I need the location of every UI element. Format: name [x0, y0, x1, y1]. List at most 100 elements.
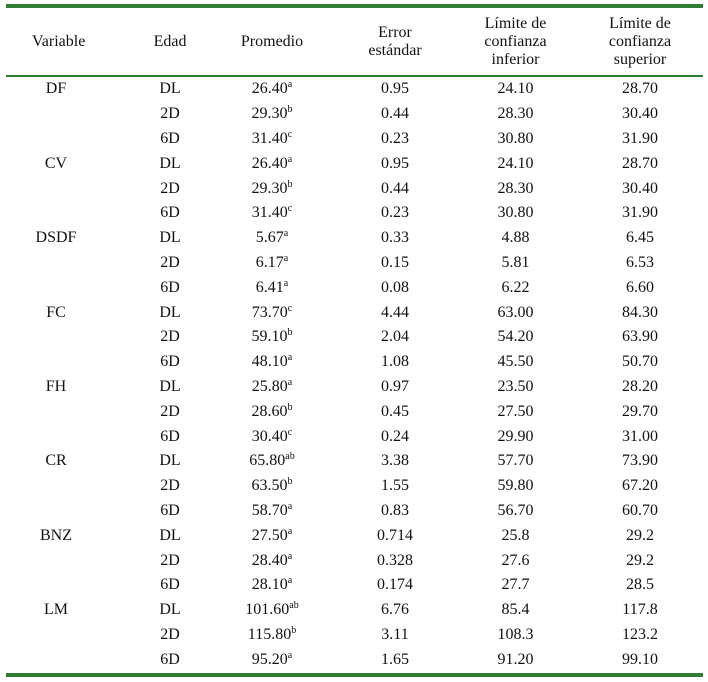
cell-limite-inferior: 45.50: [497, 353, 534, 371]
table-body: DF DL 26.40a 0.95 24.10 28.70 2D 29.30b 0.44 28.3…: [6, 77, 703, 672]
cell-variable: [6, 275, 132, 300]
cell-limite-superior: 63.90: [622, 328, 658, 346]
cell-error-estandar: 0.97: [381, 377, 409, 395]
significance-letter: a: [287, 500, 293, 512]
cell-variable: [6, 647, 132, 672]
cell-limite-inferior: 30.80: [497, 129, 534, 147]
variable-label: FC: [46, 303, 66, 321]
cell-edad: 6D: [160, 650, 180, 668]
variable-label: DF: [45, 80, 67, 98]
cell-edad: 2D: [160, 253, 180, 271]
significance-letter: a: [287, 550, 293, 562]
cell-limite-superior: 29.2: [626, 526, 654, 544]
cell-edad: DL: [159, 229, 181, 247]
table-row: 2D 29.30b 0.44 28.30 30.40: [6, 102, 703, 127]
table-row: 6D 31.40c 0.23 30.80 31.90: [6, 127, 703, 152]
significance-letter: a: [287, 153, 293, 165]
cell-variable: [6, 573, 132, 598]
cell-limite-inferior: 4.88: [501, 229, 530, 247]
cell-edad: 2D: [160, 625, 180, 643]
cell-edad: 6D: [160, 353, 180, 371]
cell-promedio: 29.30b: [208, 176, 336, 201]
cell-promedio: 6.41a: [208, 275, 336, 300]
cell-promedio: 29.30b: [208, 102, 336, 127]
cell-edad: 2D: [160, 105, 180, 123]
mean-value: 28.60: [251, 402, 288, 420]
header-limite-superior: Límite de confianza superior: [608, 14, 672, 68]
mean-value: 29.30: [251, 105, 288, 123]
table-row: DF DL 26.40a 0.95 24.10 28.70: [6, 77, 703, 102]
cell-variable: [6, 350, 132, 375]
cell-error-estandar: 0.328: [377, 551, 413, 569]
cell-variable: FH: [6, 375, 132, 400]
mean-value: 28.40: [251, 551, 288, 569]
table-row: 2D 63.50b 1.55 59.80 67.20: [6, 474, 703, 499]
cell-limite-superior: 30.40: [622, 105, 658, 123]
cell-limite-superior: 67.20: [622, 477, 658, 495]
cell-promedio: 26.40a: [208, 151, 336, 176]
cell-variable: [6, 251, 132, 276]
mean-value: 25.80: [251, 377, 288, 395]
table-row: FC DL 73.70c 4.44 63.00 84.30: [6, 300, 703, 325]
cell-variable: [6, 424, 132, 449]
cell-limite-superior: 31.90: [622, 204, 658, 222]
significance-letter: c: [287, 128, 293, 140]
table-row: 2D 29.30b 0.44 28.30 30.40: [6, 176, 703, 201]
cell-variable: [6, 474, 132, 499]
header-limite-inferior: Límite de confianza inferior: [484, 14, 547, 68]
cell-error-estandar: 0.08: [381, 278, 409, 296]
cell-edad: 6D: [160, 129, 180, 147]
header-variable: Variable: [32, 32, 86, 50]
significance-letter: b: [287, 104, 293, 116]
cell-error-estandar: 1.55: [381, 477, 409, 495]
cell-variable: FC: [6, 300, 132, 325]
table-row: 2D 28.60b 0.45 27.50 29.70: [6, 399, 703, 424]
cell-edad: 2D: [160, 402, 180, 420]
significance-letter: b: [291, 624, 297, 636]
mean-value: 28.10: [251, 576, 288, 594]
table-row: LM DL 101.60ab 6.76 85.4 117.8: [6, 598, 703, 623]
header-error-estandar: Error estándar: [368, 23, 422, 59]
mean-value: 6.41: [255, 278, 284, 296]
cell-error-estandar: 0.95: [381, 154, 409, 172]
cell-promedio: 28.40a: [208, 548, 336, 573]
cell-variable: [6, 102, 132, 127]
significance-letter: a: [287, 649, 293, 661]
cell-limite-inferior: 24.10: [497, 80, 534, 98]
variable-label: LM: [44, 601, 68, 619]
table-row: 2D 115.80b 3.11 108.3 123.2: [6, 623, 703, 648]
table-row: CR DL 65.80ab 3.38 57.70 73.90: [6, 449, 703, 474]
cell-limite-superior: 84.30: [622, 303, 658, 321]
cell-limite-superior: 123.2: [622, 625, 658, 643]
variable-label: BNZ: [40, 526, 72, 544]
table-row: 2D 6.17a 0.15 5.81 6.53: [6, 251, 703, 276]
cell-promedio: 73.70c: [208, 300, 336, 325]
table-row: 6D 31.40c 0.23 30.80 31.90: [6, 201, 703, 226]
cell-limite-inferior: 24.10: [497, 154, 534, 172]
cell-limite-inferior: 85.4: [501, 601, 530, 619]
table-row: 6D 28.10a 0.174 27.7 28.5: [6, 573, 703, 598]
cell-limite-superior: 99.10: [622, 650, 658, 668]
table-row: 6D 95.20a 1.65 91.20 99.10: [6, 647, 703, 672]
cell-limite-superior: 30.40: [622, 179, 658, 197]
cell-limite-superior: 28.70: [622, 80, 658, 98]
cell-variable: [6, 127, 132, 152]
mean-value: 73.70: [251, 303, 288, 321]
cell-limite-inferior: 108.3: [497, 625, 534, 643]
table-row: 2D 59.10b 2.04 54.20 63.90: [6, 325, 703, 350]
cell-promedio: 5.67a: [208, 226, 336, 251]
cell-limite-inferior: 27.50: [497, 402, 534, 420]
cell-edad: 6D: [160, 501, 180, 519]
mean-value: 48.10: [251, 353, 288, 371]
cell-limite-inferior: 54.20: [497, 328, 534, 346]
mean-value: 26.40: [251, 80, 288, 98]
table-row: 6D 30.40c 0.24 29.90 31.00: [6, 424, 703, 449]
cell-error-estandar: 1.65: [381, 650, 409, 668]
cell-edad: DL: [159, 601, 181, 619]
cell-limite-inferior: 25.8: [501, 526, 530, 544]
cell-variable: [6, 623, 132, 648]
cell-limite-inferior: 28.30: [497, 105, 534, 123]
cell-limite-inferior: 56.70: [497, 501, 534, 519]
cell-error-estandar: 0.15: [381, 253, 409, 271]
cell-limite-inferior: 27.7: [501, 576, 530, 594]
